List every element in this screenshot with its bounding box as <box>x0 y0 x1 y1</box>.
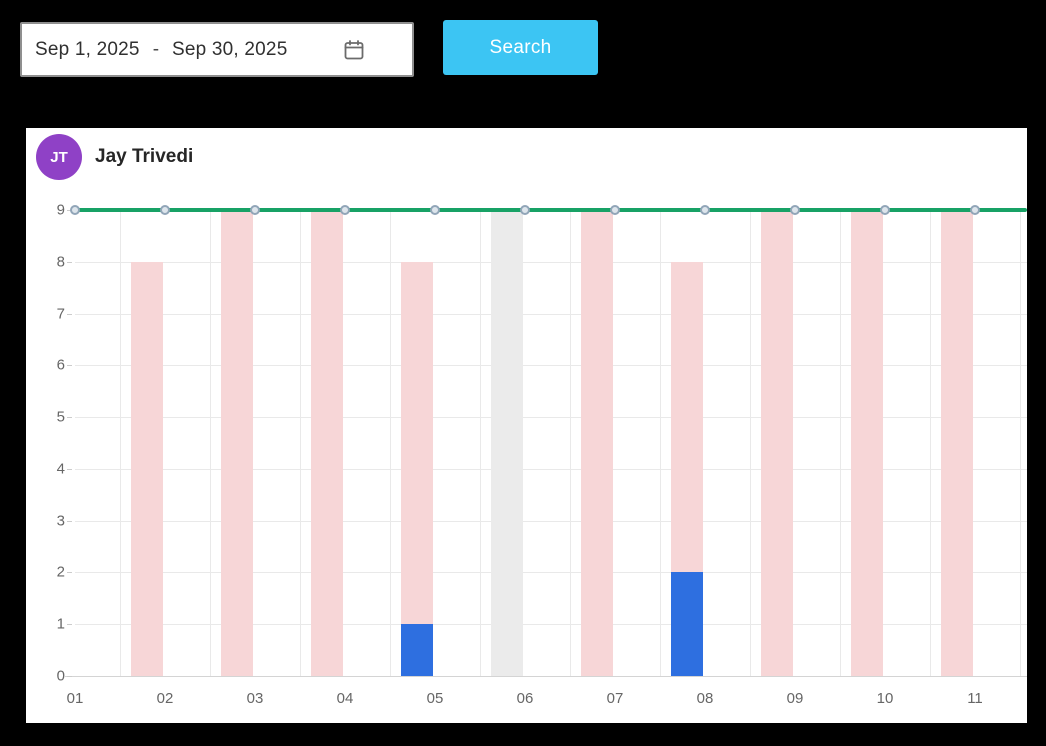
y-axis-label: 8 <box>56 253 65 271</box>
y-axis-label: 9 <box>56 201 65 219</box>
bar-segment-pink-bars[interactable] <box>221 210 253 676</box>
y-gridline <box>65 676 1027 677</box>
x-gridline <box>570 210 571 676</box>
x-gridline <box>480 210 481 676</box>
y-gridline <box>75 468 1027 470</box>
calendar-icon[interactable] <box>342 38 366 62</box>
y-tick-mark <box>67 468 72 470</box>
bar-segment-blue-bars[interactable] <box>671 572 703 676</box>
x-axis-label: 05 <box>426 690 444 707</box>
bar-segment-gray-bars[interactable] <box>491 210 523 676</box>
bar-segment-blue-bars[interactable] <box>401 624 433 676</box>
y-axis-label: 6 <box>56 356 65 374</box>
search-button[interactable]: Search <box>443 20 598 75</box>
target-line <box>75 208 1027 212</box>
y-gridline <box>75 417 1027 419</box>
y-tick-mark <box>67 572 72 574</box>
x-axis-label: 04 <box>336 690 354 707</box>
x-axis-label: 07 <box>606 690 624 707</box>
y-gridline <box>75 365 1027 367</box>
y-tick-mark <box>67 624 72 626</box>
line-marker <box>700 205 710 215</box>
bar-segment-pink-bars[interactable] <box>581 210 613 676</box>
bar-segment-pink-bars[interactable] <box>851 210 883 676</box>
bar-segment-pink-bars[interactable] <box>941 210 973 676</box>
y-axis-label: 2 <box>56 563 65 581</box>
date-range-separator: - <box>152 38 160 60</box>
user-chart-card: JT Jay Trivedi 0 1 2 3 4 5 6 7 8 9 01 02 03 04 05 06 07 0… <box>26 128 1027 723</box>
x-gridline <box>120 210 121 676</box>
x-gridline <box>660 210 661 676</box>
x-axis-label: 06 <box>516 690 534 707</box>
x-axis-label: 09 <box>786 690 804 707</box>
y-tick-mark <box>67 210 72 211</box>
x-gridline <box>1020 210 1021 676</box>
y-tick-mark <box>67 261 72 263</box>
line-marker <box>340 205 350 215</box>
date-range-end: Sep 30, 2025 <box>172 38 288 60</box>
x-axis-label: 02 <box>156 690 174 707</box>
x-axis-label: 01 <box>66 690 84 707</box>
bar-segment-pink-bars[interactable] <box>401 261 433 625</box>
y-gridline <box>75 261 1027 263</box>
y-tick-mark <box>67 313 72 315</box>
line-marker <box>430 205 440 215</box>
y-gridline <box>75 572 1027 574</box>
y-gridline <box>75 313 1027 315</box>
y-gridline <box>75 624 1027 626</box>
x-axis-label: 08 <box>696 690 714 707</box>
avatar: JT <box>36 134 82 180</box>
line-marker <box>160 205 170 215</box>
x-gridline <box>390 210 391 676</box>
y-axis-label: 0 <box>56 667 65 685</box>
y-tick-mark <box>67 365 72 367</box>
bar-segment-pink-bars[interactable] <box>761 210 793 676</box>
y-axis-label: 5 <box>56 408 65 426</box>
x-gridline <box>300 210 301 676</box>
x-gridline <box>930 210 931 676</box>
x-gridline <box>750 210 751 676</box>
line-marker <box>70 205 80 215</box>
x-gridline <box>210 210 211 676</box>
y-axis-label: 1 <box>56 615 65 633</box>
x-gridline <box>840 210 841 676</box>
x-axis-label: 03 <box>246 690 264 707</box>
bar-segment-pink-bars[interactable] <box>131 261 163 676</box>
line-marker <box>790 205 800 215</box>
date-range-start: Sep 1, 2025 <box>35 38 140 60</box>
line-marker <box>250 205 260 215</box>
y-axis-label: 4 <box>56 460 65 478</box>
y-tick-mark <box>67 520 72 522</box>
user-name: Jay Trivedi <box>95 146 194 167</box>
user-row: JT Jay Trivedi <box>36 134 193 180</box>
line-marker <box>880 205 890 215</box>
bar-segment-pink-bars[interactable] <box>311 210 343 676</box>
line-marker <box>520 205 530 215</box>
y-axis-label: 3 <box>56 512 65 530</box>
y-tick-mark <box>67 676 72 677</box>
y-gridline <box>75 520 1027 522</box>
x-axis-label: 10 <box>876 690 894 707</box>
y-tick-mark <box>67 417 72 419</box>
line-marker <box>970 205 980 215</box>
date-range-picker[interactable]: Sep 1, 2025 - Sep 30, 2025 <box>20 22 414 77</box>
bar-segment-pink-bars[interactable] <box>671 261 703 573</box>
x-axis-label: 11 <box>967 690 983 707</box>
y-axis-label: 7 <box>56 305 65 323</box>
bar-chart: 0 1 2 3 4 5 6 7 8 9 01 02 03 04 05 06 07 08 09 10 11 <box>57 202 1027 707</box>
line-marker <box>610 205 620 215</box>
